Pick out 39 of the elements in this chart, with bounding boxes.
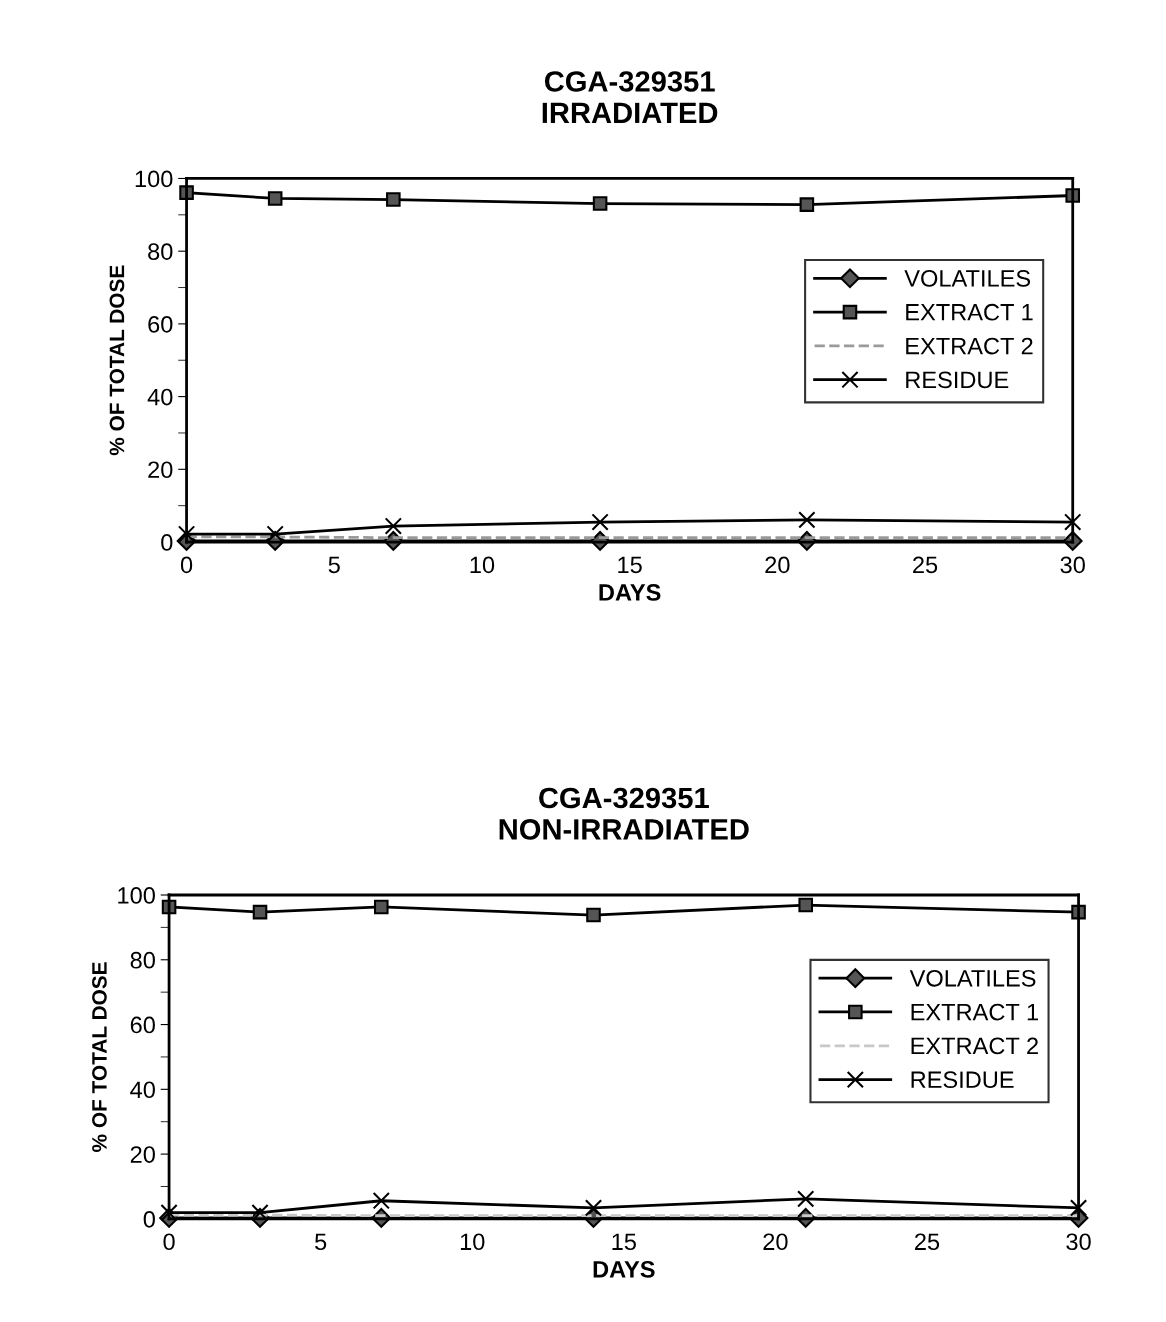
y-tick-label: 20 [148,461,173,479]
y-tick-label: 100 [118,887,155,904]
x-tick-label: 15 [618,556,642,574]
chart-title: CGA-329351 IRRADIATED [542,71,718,123]
legend-label: EXTRACT 2 [911,1037,1038,1055]
legend-label: VOLATILES [904,270,1031,287]
x-tick-label: 25 [913,556,938,574]
x-tick-label: 10 [470,556,495,574]
legend-label: EXTRACT 1 [906,303,1033,321]
y-tick-label: 40 [147,388,173,406]
legend-label: RESIDUE [906,371,1009,389]
y-tick-label: 100 [135,170,173,188]
x-axis-title: DAYS [599,584,661,601]
y-tick-label: 60 [130,1016,155,1034]
y-tick-label: 0 [161,534,173,551]
legend-label: RESIDUE [911,1071,1014,1089]
x-tick-label: 0 [180,556,193,574]
x-tick-label: 20 [765,556,790,574]
x-tick-label: 5 [315,1233,327,1251]
y-tick-label: 0 [143,1210,155,1228]
y-tick-label: 80 [148,243,173,260]
chart-title: CGA-329351 NON-IRRADIATED [499,787,749,840]
x-axis-title: DAYS [593,1260,655,1278]
legend-label: VOLATILES [909,969,1036,987]
y-tick-label: 20 [130,1146,155,1163]
legend-label: EXTRACT 2 [906,337,1033,355]
y-tick-label: 80 [130,951,155,969]
x-tick-label: 20 [763,1233,788,1251]
x-tick-label: 30 [1060,556,1085,574]
x-tick-label: 25 [915,1233,940,1251]
x-tick-label: 5 [328,556,340,574]
x-tick-label: 15 [612,1233,636,1251]
legend-label: EXTRACT 1 [911,1003,1038,1021]
y-axis-title: % OF TOTAL DOSE [109,265,125,456]
x-tick-label: 10 [460,1233,485,1251]
y-tick-label: 40 [130,1081,155,1099]
y-tick-label: 60 [148,315,173,333]
x-tick-label: 30 [1066,1233,1091,1251]
y-axis-title: % OF TOTAL DOSE [92,962,107,1152]
